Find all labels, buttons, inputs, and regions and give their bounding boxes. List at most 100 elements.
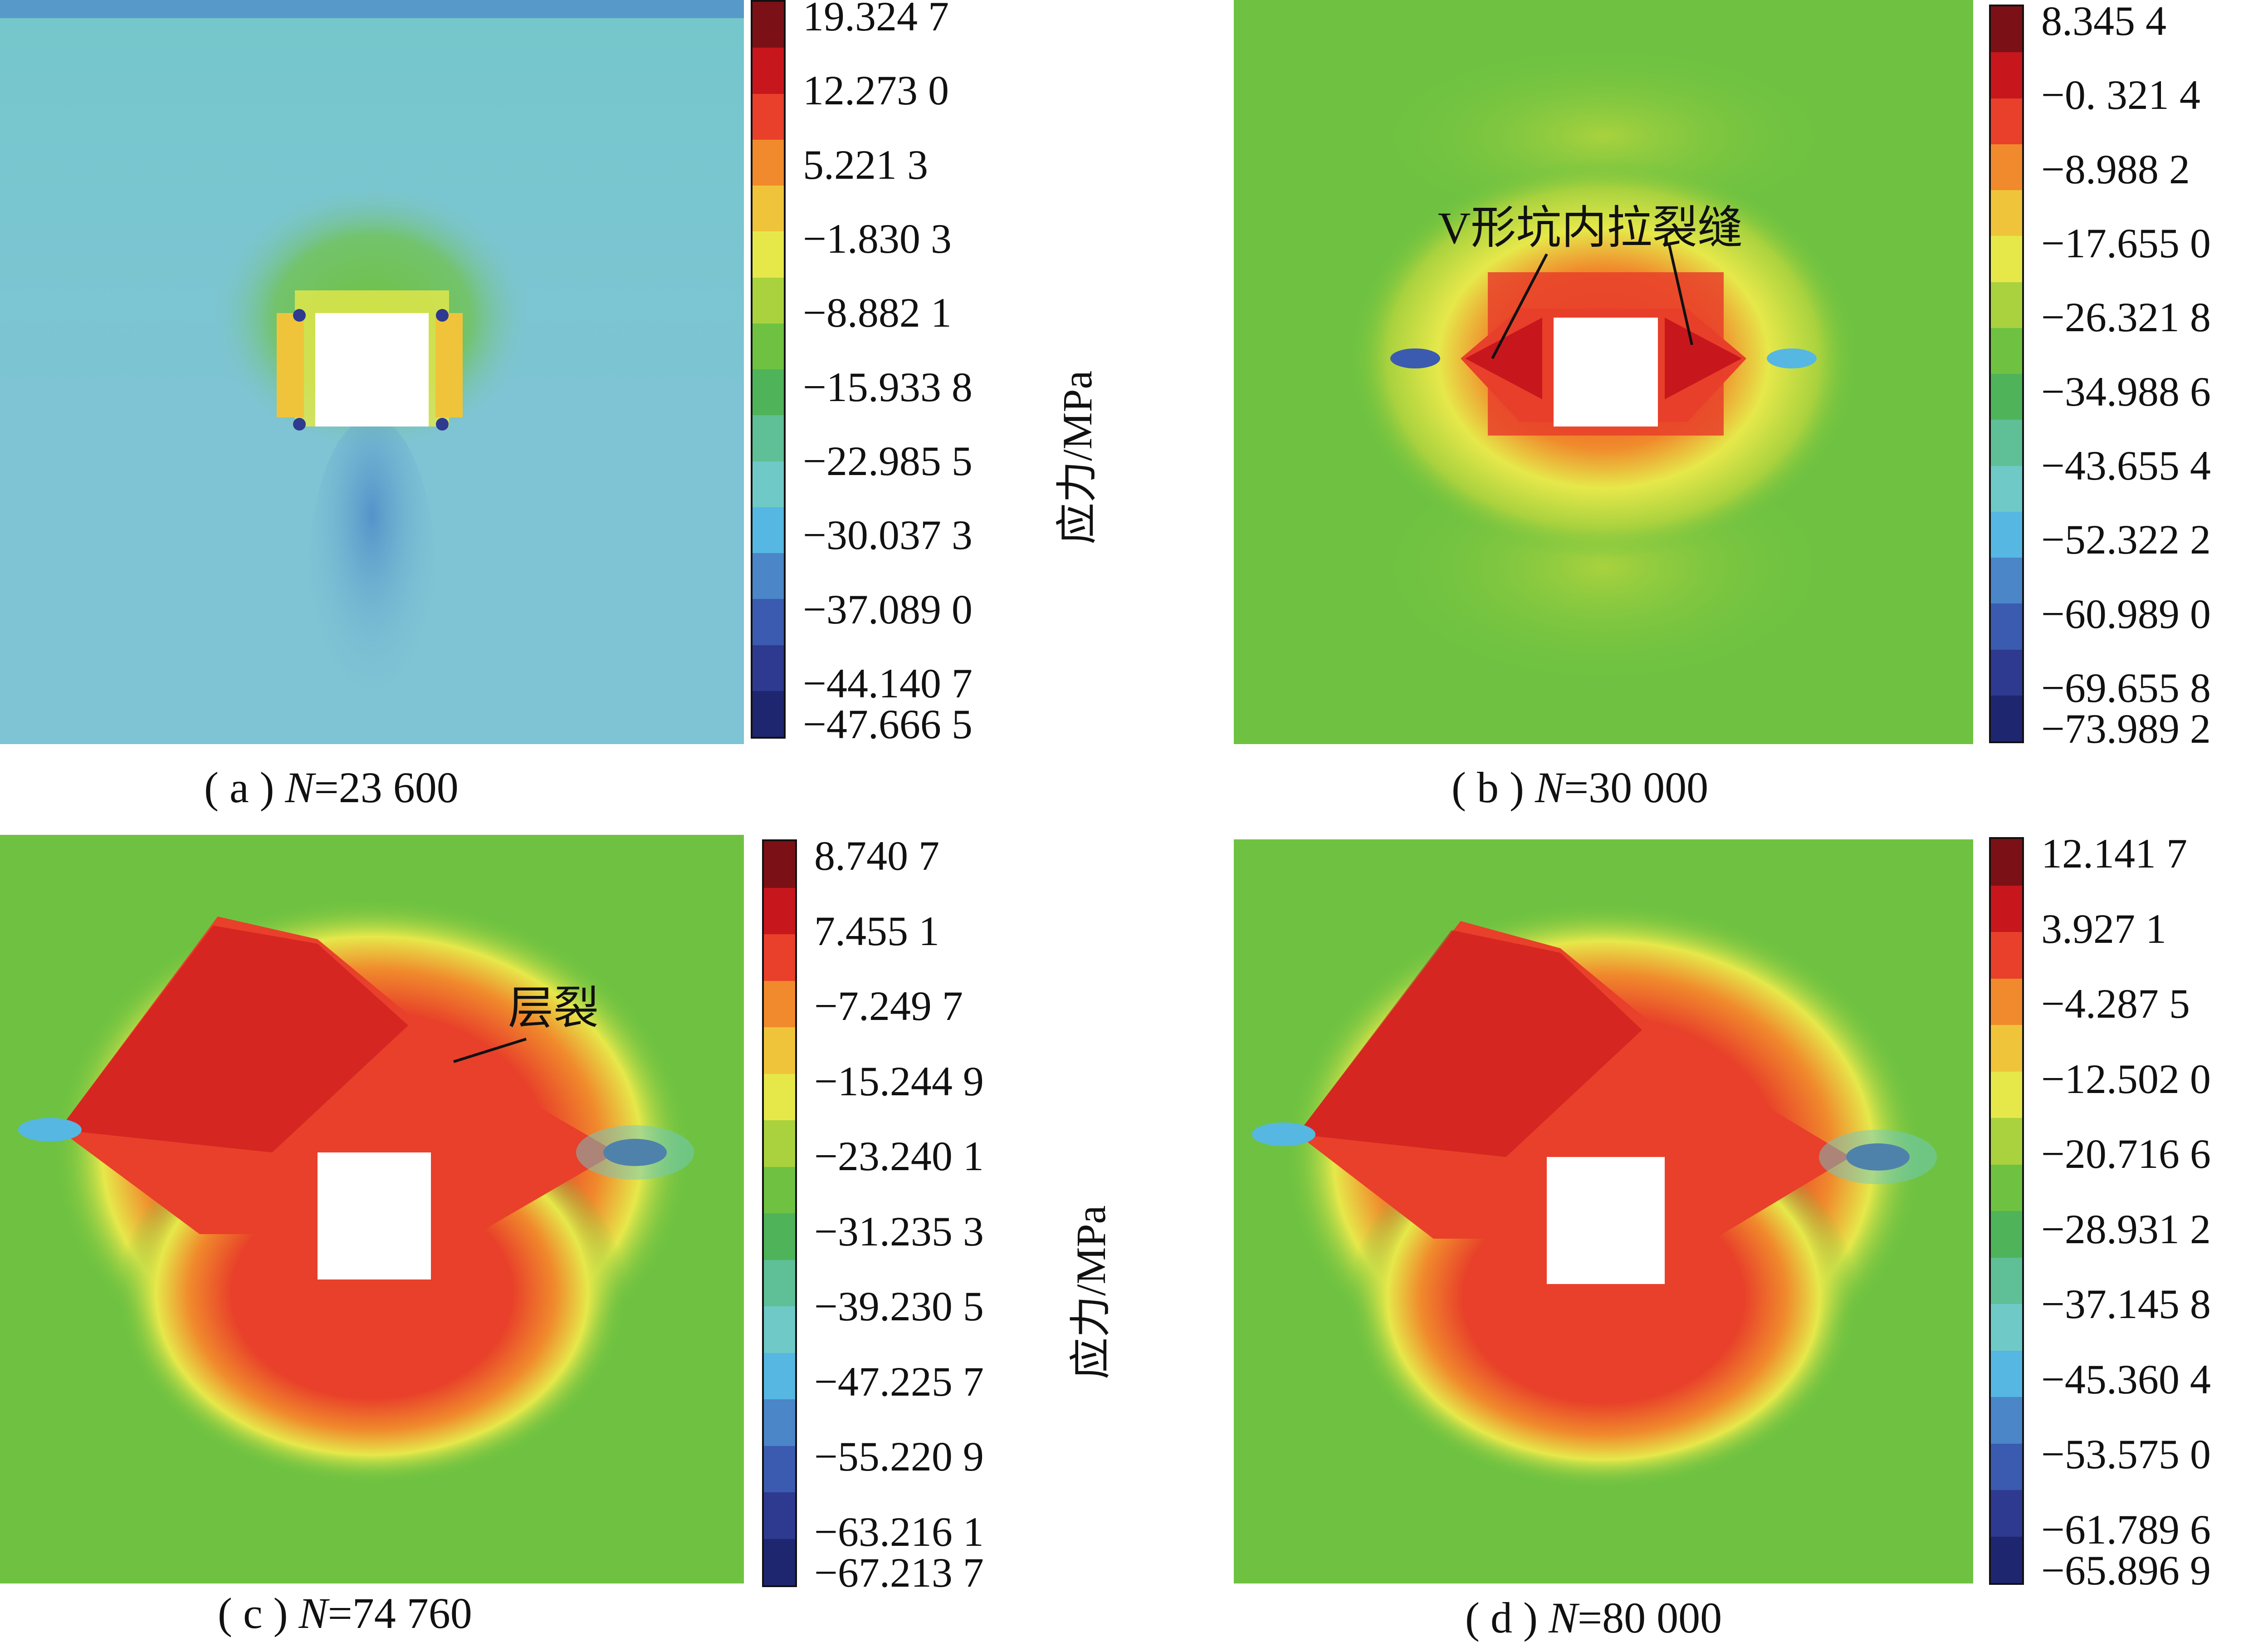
colorbar-a <box>751 0 786 739</box>
unit-label-a: 应力/MPa <box>1054 370 1100 544</box>
colorbar-segment <box>1991 695 2022 741</box>
colorbar-tick-label: 5.221 3 <box>803 141 928 188</box>
caption-a-var: N <box>285 763 314 812</box>
colorbar-tick-label: −73.989 2 <box>2041 706 2211 752</box>
colorbar-segment <box>753 691 784 737</box>
colorbar-tick-label: 8.740 7 <box>814 833 939 879</box>
colorbar-tick-label: −47.225 7 <box>814 1358 984 1405</box>
colorbar-tick-label: −65.896 9 <box>2041 1547 2211 1593</box>
colorbar-segment <box>1991 649 2022 696</box>
colorbar-segment <box>1991 1257 2022 1304</box>
colorbar-tick-label: −26.321 8 <box>2041 294 2211 341</box>
colorbar-tick-label: −30.037 3 <box>803 512 973 559</box>
caption-c: ( c ) N=74 760 <box>218 1588 472 1638</box>
colorbar-tick-label: −43.655 4 <box>2041 442 2211 489</box>
caption-d-prefix: ( d ) <box>1465 1593 1549 1642</box>
colorbar-c <box>762 839 797 1587</box>
colorbar-segment <box>1991 885 2022 932</box>
colorbar-segment <box>1991 52 2022 98</box>
colorbar-segment <box>753 461 784 507</box>
colorbar-segment <box>753 93 784 140</box>
colorbar-segment <box>1991 1397 2022 1444</box>
colorbar-segment <box>753 186 784 232</box>
colorbar-tick-label: −17.655 0 <box>2041 220 2211 266</box>
colorbar-segment <box>764 1260 795 1306</box>
colorbar-segment <box>764 934 795 981</box>
colorbar-tick-label: −0. 321 4 <box>2041 72 2200 118</box>
caption-d-value: =80 000 <box>1577 1593 1722 1642</box>
caption-d: ( d ) N=80 000 <box>1465 1593 1722 1643</box>
colorbar-segment <box>764 887 795 934</box>
colorbar-tick-label: −15.933 8 <box>803 363 973 410</box>
colorbar-tick-label: −47.666 5 <box>803 701 973 747</box>
colorbar-segment <box>1991 374 2022 420</box>
stress-field-a <box>0 0 744 744</box>
caption-b-prefix: ( b ) <box>1452 763 1535 812</box>
caption-a-value: =23 600 <box>314 763 459 812</box>
colorbar-segment <box>1991 190 2022 236</box>
colorbar-segment <box>764 980 795 1027</box>
colorbar-segment <box>1991 328 2022 374</box>
colorbar-segment <box>764 1353 795 1399</box>
colorbar-segment <box>753 415 784 461</box>
colorbar-segment <box>753 599 784 645</box>
colorbar-tick-label: −52.322 2 <box>2041 516 2211 563</box>
colorbar-tick-label: −22.985 5 <box>803 438 973 484</box>
caption-a: ( a ) N=23 600 <box>204 762 459 813</box>
colorbar-segment <box>1991 1536 2022 1583</box>
colorbar-segment <box>1991 603 2022 650</box>
colorbar-segment <box>1991 932 2022 979</box>
colorbar-d <box>1989 837 2024 1585</box>
colorbar-tick-label: −15.244 9 <box>814 1058 984 1104</box>
colorbar-segment <box>1991 1164 2022 1211</box>
colorbar-tick-label: −44.140 7 <box>803 660 973 706</box>
stress-field-c <box>0 835 744 1583</box>
colorbar-segment <box>1991 558 2022 604</box>
caption-b: ( b ) N=30 000 <box>1452 762 1708 813</box>
colorbar-segment <box>753 48 784 94</box>
colorbar-segment <box>1991 511 2022 558</box>
colorbar-tick-label: −39.230 5 <box>814 1283 984 1330</box>
colorbar-tick-label: 7.455 1 <box>814 907 939 954</box>
colorbar-tick-label: −53.575 0 <box>2041 1431 2211 1478</box>
colorbar-segment <box>753 645 784 691</box>
colorbar-tick-label: −45.360 4 <box>2041 1356 2211 1402</box>
colorbar-segment <box>764 1027 795 1074</box>
colorbar-tick-label: −34.988 6 <box>2041 368 2211 415</box>
caption-b-var: N <box>1535 763 1564 812</box>
colorbar-tick-label: 12.141 7 <box>2041 830 2187 877</box>
colorbar-segment <box>764 1539 795 1585</box>
colorbar-tick-label: 19.324 7 <box>803 0 949 39</box>
colorbar-tick-label: −61.789 6 <box>2041 1506 2211 1553</box>
colorbar-segment <box>1991 144 2022 190</box>
colorbar-segment <box>764 1399 795 1446</box>
colorbar-segment <box>1991 1490 2022 1537</box>
colorbar-tick-label: −28.931 2 <box>2041 1206 2211 1252</box>
colorbar-tick-label: −8.882 1 <box>803 289 952 336</box>
colorbar-tick-label: −4.287 5 <box>2041 980 2190 1027</box>
colorbar-segment <box>1991 1025 2022 1072</box>
colorbar-segment <box>1991 420 2022 466</box>
annotation-b: V形坑内拉裂缝 <box>1438 203 1743 253</box>
colorbar-segment <box>753 277 784 324</box>
stress-field-d <box>1234 839 1973 1583</box>
colorbar-segment <box>764 841 795 888</box>
colorbar-segment <box>753 553 784 599</box>
colorbar-segment <box>1991 1443 2022 1490</box>
colorbar-tick-label: −12.502 0 <box>2041 1055 2211 1102</box>
colorbar-segment <box>753 507 784 553</box>
colorbar-segment <box>764 1446 795 1492</box>
colorbar-tick-label: −67.213 7 <box>814 1549 984 1596</box>
annotation-c: 层裂 <box>508 983 599 1034</box>
colorbar-segment <box>753 369 784 416</box>
colorbar-segment <box>764 1492 795 1539</box>
colorbar-tick-label: −7.249 7 <box>814 983 963 1029</box>
caption-c-value: =74 760 <box>327 1589 472 1637</box>
colorbar-segment <box>1991 1071 2022 1118</box>
colorbar-segment <box>753 323 784 369</box>
colorbar-segment <box>1991 282 2022 328</box>
colorbar-tick-label: −1.830 3 <box>803 216 952 262</box>
colorbar-segment <box>753 231 784 278</box>
colorbar-segment <box>753 2 784 48</box>
colorbar-segment <box>1991 1350 2022 1397</box>
